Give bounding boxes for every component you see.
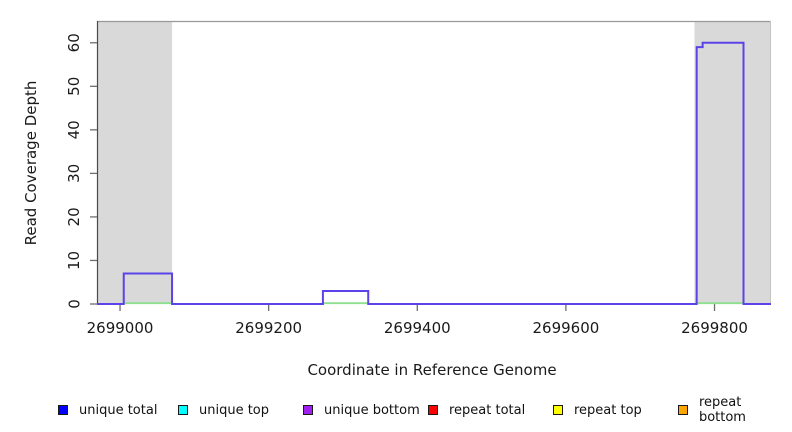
x-tick-label: 2699000 (87, 319, 154, 337)
legend-item-repeat-top: repeat top (553, 398, 642, 422)
x-tick-label: 2699800 (681, 319, 748, 337)
legend-label: unique top (199, 402, 270, 418)
y-tick-label: 10 (65, 251, 83, 270)
y-tick-label: 40 (65, 120, 83, 139)
legend-swatch (428, 405, 438, 415)
x-tick-label: 2699200 (235, 319, 302, 337)
legend-label: unique bottom (324, 402, 420, 418)
legend-swatch (178, 405, 188, 415)
y-tick-label: 20 (65, 207, 83, 226)
y-axis-label: Read Coverage Depth (22, 80, 40, 246)
repeat-region-shading (97, 22, 173, 304)
y-tick-label: 60 (65, 33, 83, 52)
legend-label: repeat total (449, 402, 526, 418)
coverage-step-line (97, 41, 771, 305)
x-tick-label: 2699600 (532, 319, 599, 337)
legend-label: repeat top (574, 402, 642, 418)
y-tick-label: 30 (65, 164, 83, 183)
legend-swatch (678, 405, 688, 415)
legend-swatch (303, 405, 313, 415)
legend-label: unique total (79, 402, 158, 418)
plot-canvas: 2699000 2699200 2699400 2699600 2699800 0 10 20… (65, 20, 771, 337)
legend-item-unique-bottom: unique bottom (303, 398, 420, 422)
legend-item-unique-top: unique top (178, 398, 269, 422)
legend-item-repeat-total: repeat total (428, 398, 525, 422)
legend: unique total unique top unique bottom repea… (0, 395, 792, 425)
x-tick-label: 2699400 (384, 319, 451, 337)
repeat-region-shading (694, 22, 771, 304)
legend-item-unique-total: unique total (58, 398, 157, 422)
x-axis-label: Coordinate in Reference Genome (307, 361, 557, 379)
legend-swatch (58, 405, 68, 415)
legend-label: repeat bottom (698, 395, 746, 425)
y-tick-label: 0 (65, 299, 83, 309)
legend-swatch (553, 405, 563, 415)
y-tick-label: 50 (65, 77, 83, 96)
legend-item-repeat-bottom: repeat bottom (678, 395, 792, 425)
